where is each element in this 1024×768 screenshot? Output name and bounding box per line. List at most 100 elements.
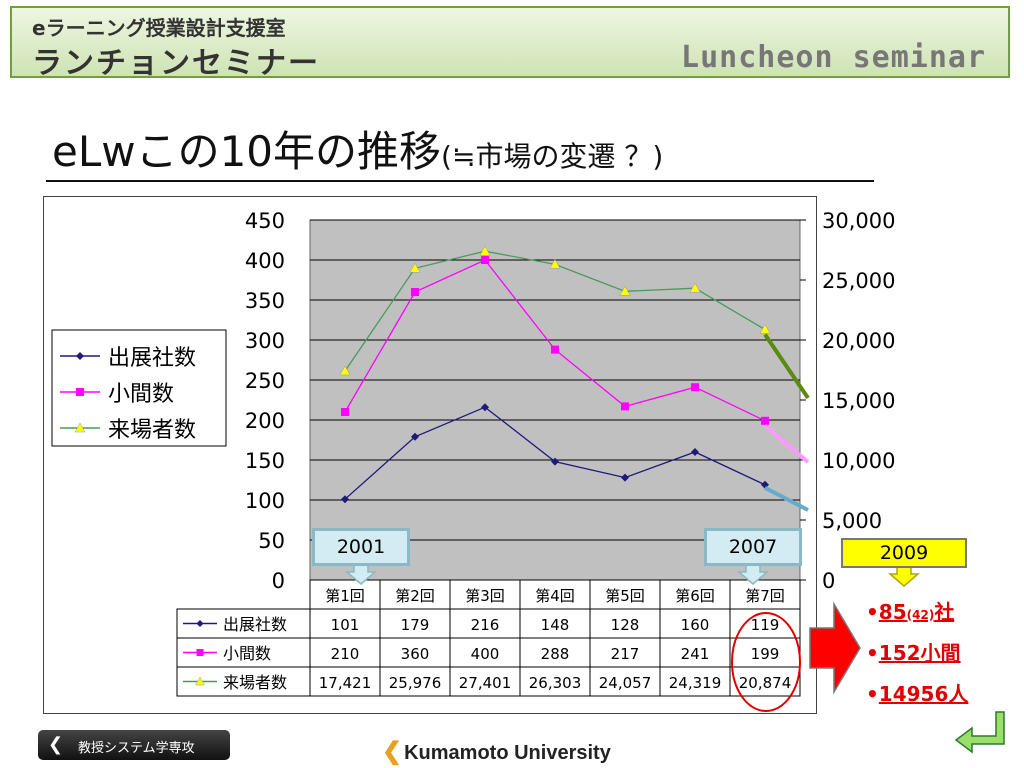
data-point bbox=[411, 432, 419, 441]
data-label: 400 bbox=[471, 645, 500, 663]
category-label: 第1回 bbox=[325, 587, 365, 605]
data-label: 24,319 bbox=[669, 674, 722, 692]
legend-marker bbox=[76, 352, 84, 360]
data-point bbox=[341, 495, 349, 504]
data-label: 24,057 bbox=[599, 674, 652, 692]
data-label: 128 bbox=[611, 616, 640, 634]
trend-line-exhibitors bbox=[764, 486, 809, 512]
bullet-main: 85 bbox=[878, 600, 907, 624]
y-right-tick-label: 15,000 bbox=[822, 389, 895, 413]
callout-arrow-2009 bbox=[887, 565, 921, 587]
data-label: 360 bbox=[401, 645, 430, 663]
data-label: 179 bbox=[401, 616, 430, 634]
data-point bbox=[761, 416, 769, 425]
back-chevron-icon: ❮ bbox=[48, 734, 64, 755]
data-point bbox=[689, 282, 701, 293]
plot-area bbox=[309, 219, 801, 581]
table-legend-marker bbox=[195, 676, 205, 686]
data-point bbox=[409, 262, 421, 273]
data-point bbox=[479, 245, 491, 256]
y-right-tick-label: 20,000 bbox=[822, 329, 895, 353]
data-label: 101 bbox=[331, 616, 360, 634]
bullet-prefix: • bbox=[866, 682, 879, 706]
y-right-tick-label: 5,000 bbox=[822, 509, 882, 533]
category-label: 第6回 bbox=[675, 587, 715, 605]
legend-label: 小間数 bbox=[108, 382, 174, 407]
header-big-title: ランチョンセミナー bbox=[32, 46, 320, 81]
y-left-tick-label: 350 bbox=[245, 289, 285, 313]
header-small-title: eラーニング授業設計支援室 bbox=[32, 16, 286, 40]
bullet-prefix: • bbox=[866, 600, 879, 624]
bullet-small: (42) bbox=[906, 608, 935, 622]
category-label: 第2回 bbox=[395, 587, 435, 605]
y-left-tick-label: 50 bbox=[258, 529, 285, 553]
data-point bbox=[481, 256, 489, 264]
y-left-tick-label: 0 bbox=[272, 569, 285, 593]
callout-2001: 2001 bbox=[312, 528, 410, 566]
table-legend-marker bbox=[196, 649, 204, 656]
legend-marker bbox=[76, 388, 84, 396]
data-point bbox=[551, 457, 559, 466]
legend-label: 来場者数 bbox=[108, 418, 196, 443]
data-point bbox=[551, 345, 559, 354]
y-left-tick-label: 450 bbox=[245, 209, 285, 233]
bullet-main: 152小間 bbox=[878, 641, 961, 665]
data-point bbox=[549, 258, 561, 269]
callout-2007: 2007 bbox=[704, 528, 802, 566]
highlight-ellipse bbox=[731, 612, 801, 712]
data-point bbox=[339, 365, 351, 376]
y-left-tick-label: 200 bbox=[245, 409, 285, 433]
category-label: 第7回 bbox=[745, 587, 785, 605]
y-left-tick-label: 150 bbox=[245, 449, 285, 473]
data-label: 241 bbox=[681, 645, 710, 663]
title-underline bbox=[46, 180, 874, 182]
red-arrow-icon bbox=[809, 601, 861, 695]
data-label: 288 bbox=[541, 645, 570, 663]
return-arrow-icon bbox=[954, 711, 1005, 754]
data-point bbox=[411, 288, 419, 296]
bullet-item[interactable]: •14956人 bbox=[866, 678, 968, 707]
data-point bbox=[691, 448, 699, 456]
slide-title-main: eLwこの10年の推移 bbox=[52, 127, 442, 176]
legend-marker bbox=[74, 422, 86, 433]
y-right-tick-label: 30,000 bbox=[822, 209, 895, 233]
data-label: 148 bbox=[541, 616, 570, 634]
callout-2009: 2009 bbox=[841, 538, 967, 568]
data-label: 26,303 bbox=[529, 674, 582, 692]
chart-frame bbox=[43, 196, 817, 714]
bullet-tail: 社 bbox=[934, 600, 955, 624]
slide-title-sub: (≒市場の変遷 ？) bbox=[441, 140, 664, 173]
table-series-name: 出展社数 bbox=[223, 615, 287, 634]
bullet-list: •85(42)社 •152小間 •14956人 bbox=[866, 596, 968, 719]
category-label: 第3回 bbox=[465, 587, 505, 605]
legend-label: 出展社数 bbox=[108, 346, 196, 371]
data-point bbox=[341, 408, 349, 416]
data-point bbox=[759, 323, 771, 334]
y-right-tick-label: 0 bbox=[822, 569, 835, 593]
data-label: 160 bbox=[681, 616, 710, 634]
header-banner: eラーニング授業設計支援室 ランチョンセミナー Luncheon seminar bbox=[10, 6, 1010, 81]
data-label: 119 bbox=[751, 616, 780, 634]
data-label: 210 bbox=[331, 645, 360, 663]
university-chevron-icon: ❮ bbox=[382, 738, 403, 765]
table-series-name: 来場者数 bbox=[223, 673, 287, 692]
data-label: 17,421 bbox=[319, 674, 372, 692]
data-label: 27,401 bbox=[459, 674, 512, 692]
data-label: 199 bbox=[751, 645, 780, 663]
data-point bbox=[621, 402, 629, 411]
category-label: 第4回 bbox=[535, 587, 575, 605]
data-point bbox=[619, 285, 631, 296]
header-english-title: Luncheon seminar bbox=[681, 40, 986, 75]
university-logo: ❮ Kumamoto University bbox=[382, 737, 611, 766]
bullet-item[interactable]: •152小間 bbox=[866, 637, 968, 666]
slide-title: eLwこの10年の推移(≒市場の変遷 ？) bbox=[52, 118, 663, 179]
data-point bbox=[691, 383, 699, 392]
data-label: 216 bbox=[471, 616, 500, 634]
bullet-item[interactable]: •85(42)社 bbox=[866, 596, 968, 625]
back-button[interactable]: ❮ 教授システム学専攻 bbox=[38, 730, 230, 760]
y-right-tick-label: 25,000 bbox=[822, 269, 895, 293]
table-legend-marker bbox=[196, 620, 204, 627]
data-label: 25,976 bbox=[389, 674, 442, 692]
data-label: 217 bbox=[611, 645, 640, 663]
